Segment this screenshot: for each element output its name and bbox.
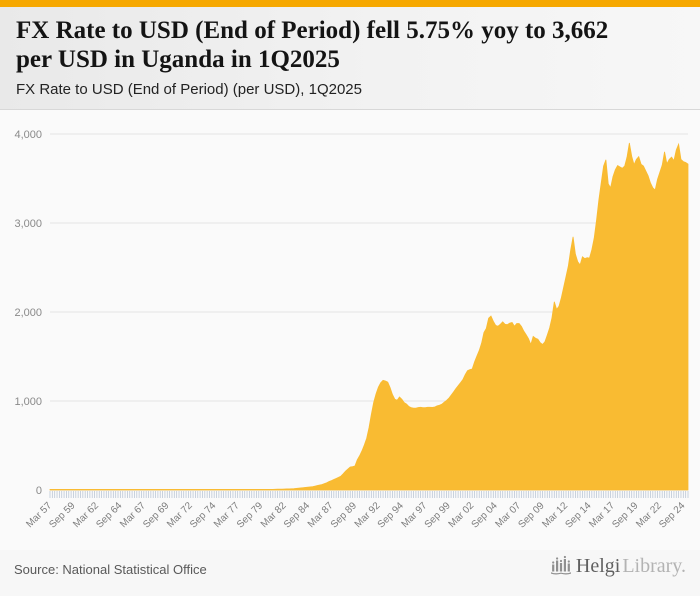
source-note: Source: National Statistical Office — [14, 561, 207, 577]
y-tick-label-2000: 2,000 — [14, 307, 42, 319]
area-series — [49, 142, 689, 491]
chart-footer: Source: National Statistical Office — [0, 550, 700, 596]
brand-helgi: Helgi — [575, 555, 621, 577]
chart-area: 4,000 3,000 2,000 1,000 0 Mar 57 Sep 59 Mar 62 S… — [0, 110, 700, 550]
y-tick-label-3000: 3,000 — [14, 218, 42, 230]
page-title: FX Rate to USD (End of Period) fell 5.75… — [16, 16, 684, 74]
title-line-2: per USD in Uganda in 1Q2025 — [16, 46, 340, 73]
title-line-1: FX Rate to USD (End of Period) fell 5.75… — [16, 17, 609, 44]
y-tick-label-0: 0 — [36, 485, 42, 497]
y-tick-label-4000: 4,000 — [14, 129, 42, 141]
chart-subtitle: FX Rate to USD (End of Period) (per USD)… — [16, 81, 362, 98]
y-tick-label-1000: 1,000 — [14, 396, 42, 408]
accent-top-bar — [0, 0, 700, 7]
bar-chart-icon — [550, 555, 572, 581]
brand-library: Library. — [622, 555, 686, 577]
chart-header: FX Rate to USD (End of Period) fell 5.75… — [0, 7, 700, 110]
helgi-library-logo: Helgi Library. — [550, 555, 686, 583]
